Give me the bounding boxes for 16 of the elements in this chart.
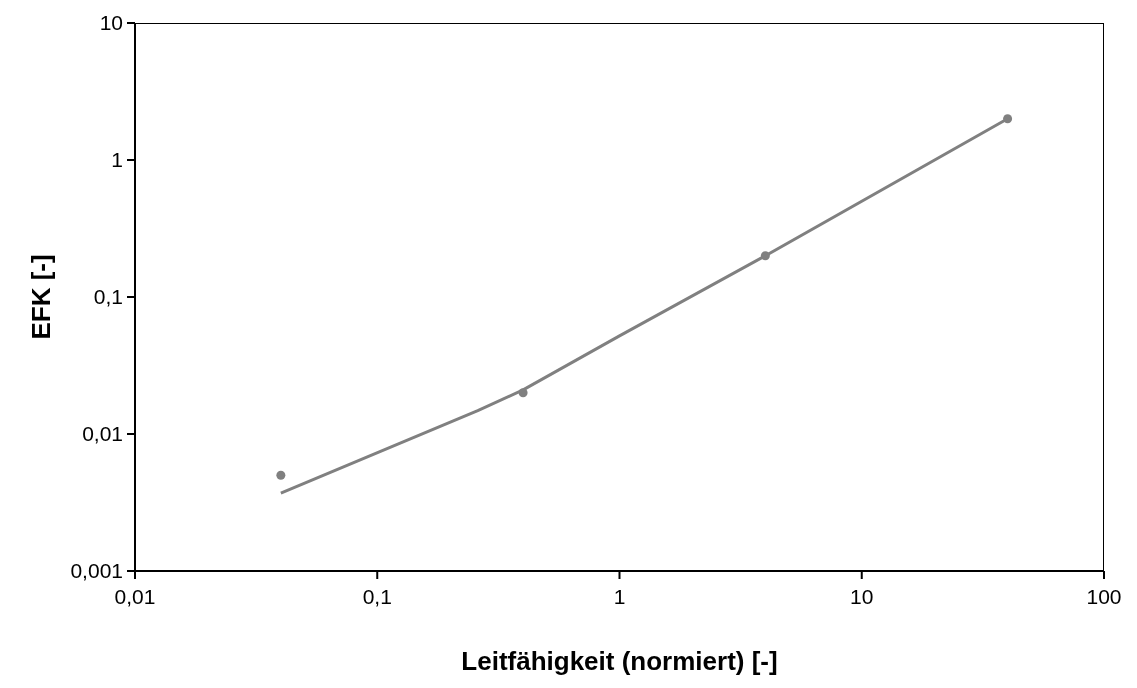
x-tick-label: 0,1: [362, 584, 392, 608]
x-tick-label: 0,01: [114, 584, 156, 608]
point: [518, 388, 528, 398]
point: [276, 470, 286, 480]
x-tick-label: 10: [850, 584, 874, 608]
x-tick-label: 100: [1086, 584, 1122, 608]
y-tick-label: 0,01: [82, 422, 123, 446]
x-axis-title: Leitfähigkeit (normiert) [-]: [461, 646, 778, 676]
y-tick-label: 1: [111, 148, 123, 172]
y-tick-label: 10: [99, 11, 123, 35]
y-tick-label: 0,001: [70, 559, 123, 583]
point: [760, 251, 770, 261]
y-axis-title: EFK [-]: [26, 254, 57, 340]
point: [1003, 114, 1013, 124]
x-tick-label: 1: [613, 584, 626, 608]
y-tick-label: 0,1: [93, 285, 123, 309]
